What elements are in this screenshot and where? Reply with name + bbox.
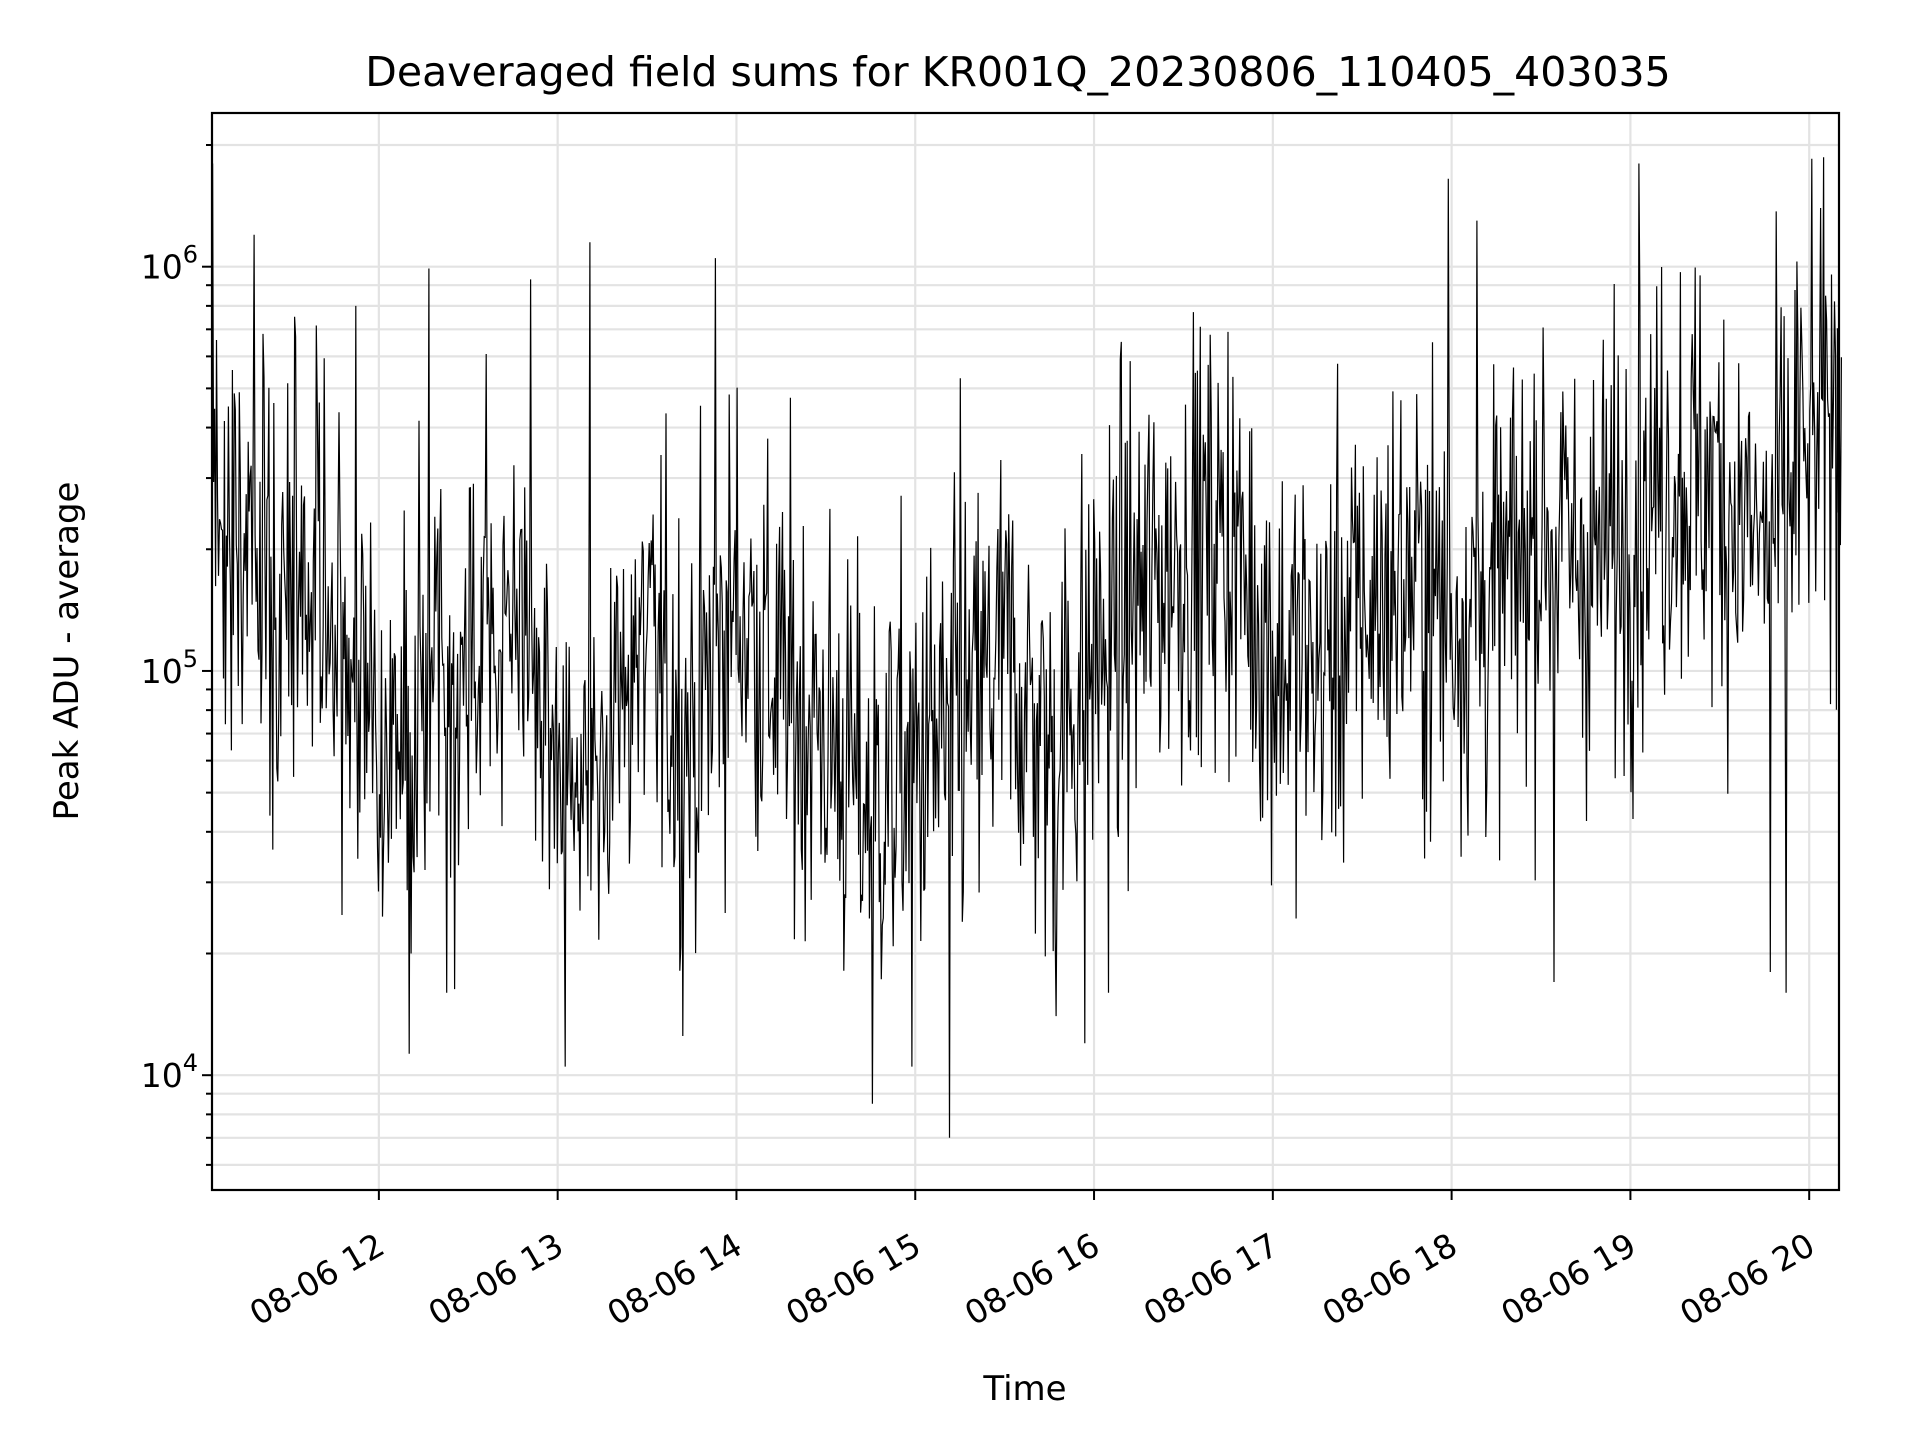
- series: [212, 157, 1842, 1138]
- chart-title: Deaveraged field sums for KR001Q_2023080…: [365, 48, 1670, 96]
- x-axis-label: Time: [982, 1369, 1066, 1409]
- series-line: [212, 157, 1842, 1138]
- y-tick-label: 105: [141, 645, 198, 691]
- plot-frame: [210, 111, 1841, 1192]
- y-axis-label: Peak ADU - average: [47, 482, 87, 821]
- plot-background: [212, 113, 1839, 1190]
- y-tick-label: 106: [141, 241, 198, 287]
- y-tick-label: 104: [141, 1049, 198, 1095]
- plot-area: [210, 111, 1842, 1192]
- y-axis: 104 105 106: [141, 144, 212, 1166]
- grid: [212, 113, 1839, 1190]
